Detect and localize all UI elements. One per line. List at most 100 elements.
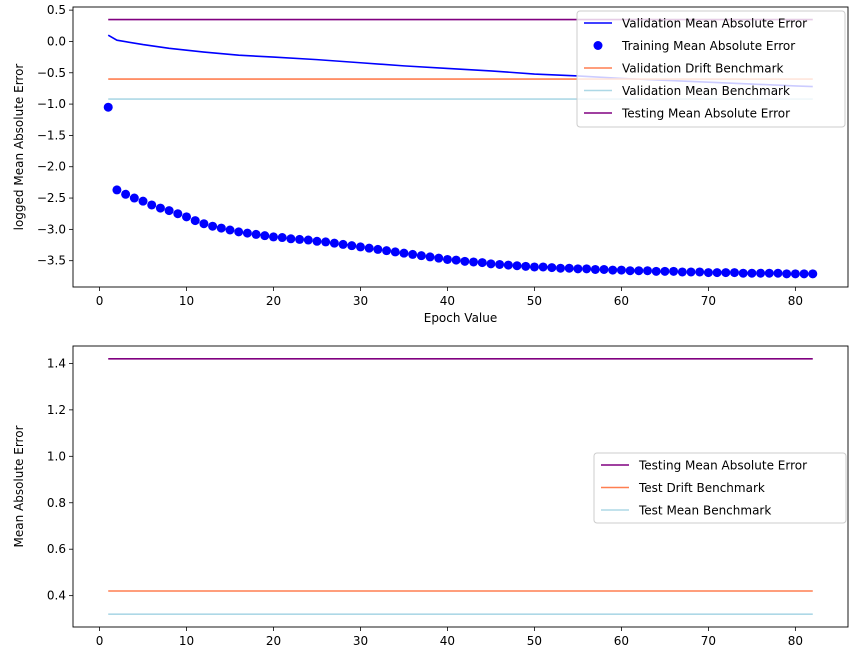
legend-label: Test Mean Benchmark	[638, 504, 771, 518]
legend-label: Testing Mean Absolute Error	[638, 459, 807, 473]
legend-item: Testing Mean Absolute Error	[584, 107, 790, 121]
training-mean-absolute-error-points	[103, 102, 818, 279]
data-point	[129, 193, 139, 203]
data-point	[251, 229, 261, 239]
data-point	[208, 221, 218, 231]
y-tick-label: −2.5	[37, 191, 66, 205]
x-tick-label: 20	[266, 294, 281, 308]
y-tick-label: 0.6	[47, 542, 66, 556]
data-point	[695, 267, 705, 277]
data-point	[599, 264, 609, 274]
data-point	[738, 268, 748, 278]
bottom-chart: 0 10 20 30 40 50 60 70 80 1.4 1.2 1.0 0.8 0.6 0.4 Mean …	[12, 345, 849, 648]
y-tick-label: 1.2	[47, 403, 66, 417]
data-point	[155, 203, 165, 213]
data-point	[556, 263, 566, 273]
data-point	[660, 266, 670, 276]
data-point	[199, 219, 209, 229]
data-point	[173, 209, 183, 219]
data-point	[103, 102, 113, 112]
x-tick-label: 0	[96, 634, 104, 648]
data-point	[295, 234, 305, 244]
data-point	[790, 269, 800, 279]
top-chart-series	[103, 18, 818, 279]
data-point	[416, 251, 426, 261]
y-tick-label: 0.5	[47, 3, 66, 17]
x-tick-label: 50	[527, 294, 542, 308]
y-tick-label: 1.4	[47, 356, 66, 370]
y-tick-label: 1.0	[47, 449, 66, 463]
x-axis-label: Epoch Value	[424, 311, 498, 325]
data-point	[703, 268, 713, 278]
top-chart: 0 10 20 30 40 50 60 70 80 0.5 0.0 −0.5 −1.0 −1.5 −2.0 −…	[12, 3, 849, 325]
legend-item: Training Mean Absolute Error	[593, 39, 795, 53]
data-point	[634, 266, 644, 276]
x-tick-label: 80	[788, 634, 803, 648]
data-point	[625, 266, 635, 276]
x-tick-label: 10	[179, 294, 194, 308]
y-tick-label: −1.0	[37, 97, 66, 111]
legend-item: Testing Mean Absolute Error	[601, 459, 807, 473]
data-point	[242, 228, 252, 238]
data-point	[582, 264, 592, 274]
data-point	[434, 253, 444, 263]
top-chart-legend: Validation Mean Absolute Error Training M…	[576, 10, 846, 128]
data-point	[408, 249, 418, 259]
data-point	[721, 268, 731, 278]
data-point	[469, 257, 479, 267]
data-point	[312, 236, 322, 246]
data-point	[782, 269, 792, 279]
y-tick-label: −2.0	[37, 160, 66, 174]
data-point	[773, 268, 783, 278]
legend-box	[593, 452, 847, 524]
data-point	[712, 268, 722, 278]
x-tick-label: 80	[788, 294, 803, 308]
data-point	[347, 241, 357, 251]
y-tick-label: 0.8	[47, 496, 66, 510]
data-point	[112, 185, 122, 195]
data-point	[729, 268, 739, 278]
data-point	[764, 268, 774, 278]
x-tick-label: 70	[701, 634, 716, 648]
x-tick-label: 30	[353, 634, 368, 648]
legend-label: Validation Mean Absolute Error	[622, 17, 807, 31]
legend-label: Test Drift Benchmark	[638, 481, 765, 495]
data-point	[547, 263, 557, 273]
data-point	[442, 254, 452, 264]
data-point	[643, 266, 653, 276]
data-point	[486, 259, 496, 269]
legend-item: Test Drift Benchmark	[601, 481, 765, 495]
x-tick-label: 30	[353, 294, 368, 308]
data-point	[451, 255, 461, 265]
data-point	[747, 268, 757, 278]
data-point	[260, 231, 270, 241]
data-point	[147, 200, 157, 210]
y-tick-label: −1.5	[37, 128, 66, 142]
x-tick-label: 0	[96, 294, 104, 308]
data-point	[538, 262, 548, 272]
data-point	[138, 196, 148, 206]
data-point	[677, 267, 687, 277]
bottom-chart-legend: Testing Mean Absolute Error Test Drift Be…	[593, 452, 847, 524]
data-point	[277, 233, 287, 243]
bottom-chart-axes: 0 10 20 30 40 50 60 70 80 1.4 1.2 1.0 0.8 0.6 0.4 Mean …	[12, 356, 803, 648]
data-point	[321, 237, 331, 247]
data-point	[182, 212, 192, 222]
data-point	[608, 265, 618, 275]
data-point	[669, 266, 679, 276]
y-axis-label: Mean Absolute Error	[12, 425, 26, 547]
data-point	[495, 259, 505, 269]
legend-label: Validation Drift Benchmark	[622, 62, 784, 76]
data-point	[329, 238, 339, 248]
y-axis-label: logged Mean Absolute Error	[12, 64, 26, 231]
legend-item: Validation Mean Benchmark	[584, 84, 790, 98]
data-point	[390, 247, 400, 257]
x-tick-label: 70	[701, 294, 716, 308]
y-tick-label: −0.5	[37, 66, 66, 80]
data-point	[564, 263, 574, 273]
data-point	[286, 234, 296, 244]
data-point	[216, 223, 226, 233]
data-point	[234, 227, 244, 237]
data-point	[425, 252, 435, 262]
